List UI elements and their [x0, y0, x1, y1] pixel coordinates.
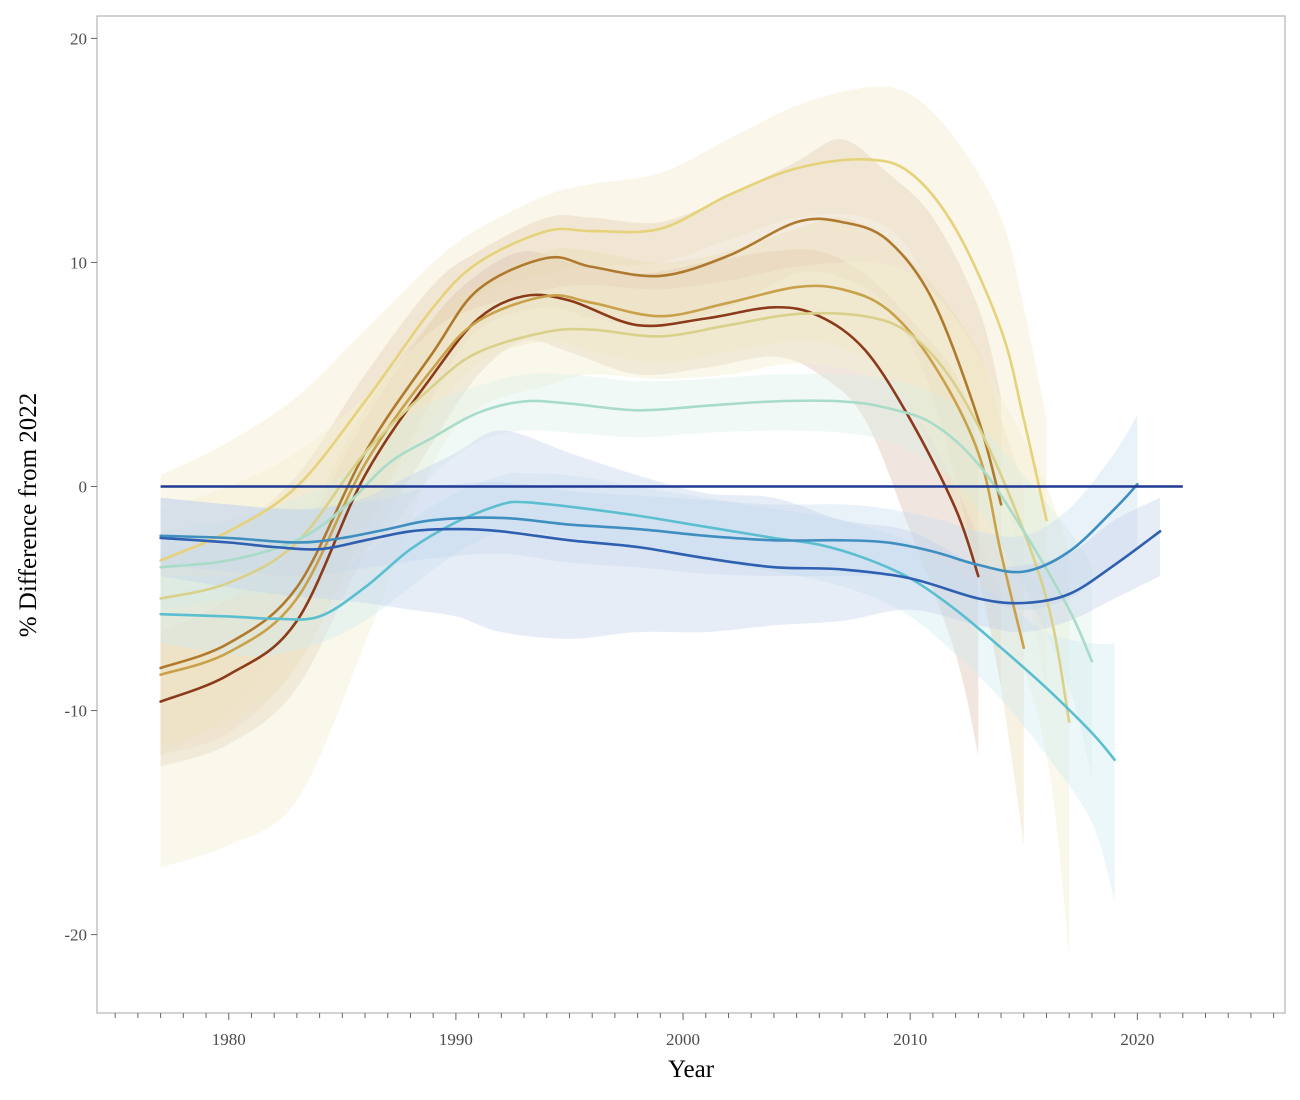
series-line-8: [159, 483, 1139, 574]
series-line-9: [159, 527, 1162, 605]
series-lines: [159, 158, 1162, 762]
series-line-1: [159, 158, 1048, 562]
x-axis: 1980 1990 2000 2010 2020: [114, 1013, 1275, 1049]
confidence-band-7: [160, 472, 1115, 901]
confidence-band-2: [160, 139, 1002, 756]
series-line-3: [159, 293, 980, 703]
confidence-bands: [160, 86, 1161, 957]
confidence-band-1: [160, 86, 1047, 756]
series-line-4: [159, 284, 1026, 676]
y-tick-label: 20: [70, 29, 87, 48]
y-tick-label: 10: [70, 253, 87, 272]
x-tick-label: 2020: [1120, 1030, 1154, 1049]
y-tick-label: 0: [79, 477, 88, 496]
series-line-7: [159, 500, 1116, 762]
x-axis-title: Year: [668, 1056, 715, 1083]
series-line-5: [159, 311, 1071, 723]
y-tick-label: -20: [64, 926, 87, 945]
panel-border: [96, 15, 1286, 1014]
confidence-band-5: [160, 262, 1070, 957]
x-tick-label: 1990: [439, 1030, 473, 1049]
y-axis-title: % Difference from 2022: [15, 393, 42, 638]
confidence-band-8: [160, 414, 1138, 610]
x-tick-label: 2000: [666, 1030, 700, 1049]
x-tick-label: 2010: [893, 1030, 927, 1049]
x-tick-label: 1980: [212, 1030, 246, 1049]
y-axis: -20 -10 0 10 20: [64, 29, 97, 945]
y-tick-label: -10: [64, 702, 87, 721]
series-line-6: [159, 399, 1094, 663]
confidence-band-6: [160, 373, 1092, 778]
confidence-band-9: [160, 430, 1161, 639]
